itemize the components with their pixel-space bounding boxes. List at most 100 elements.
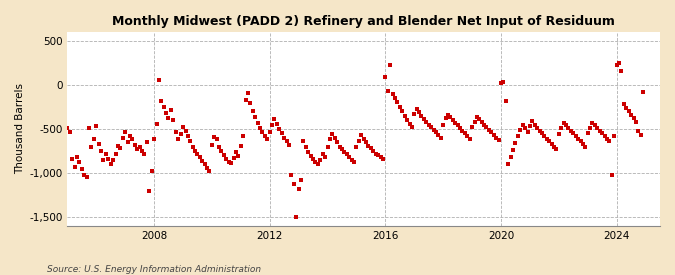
Point: [221, 157, 232, 161]
Point: [524, 124, 535, 128]
Point: [558, 120, 569, 125]
Point: [119, 129, 130, 134]
Point: [387, 92, 398, 96]
Point: [96, 149, 107, 153]
Point: [508, 148, 518, 152]
Point: [209, 135, 220, 139]
Point: [211, 137, 222, 142]
Point: [197, 158, 208, 163]
Point: [74, 160, 85, 165]
Point: [315, 158, 326, 162]
Point: [305, 154, 316, 158]
Point: [520, 126, 531, 130]
Point: [303, 150, 314, 154]
Point: [394, 105, 405, 109]
Point: [358, 136, 369, 141]
Point: [88, 136, 99, 141]
Point: [187, 144, 198, 149]
Point: [298, 139, 308, 144]
Point: [291, 215, 302, 219]
Point: [561, 123, 572, 128]
Point: [245, 101, 256, 106]
Title: Monthly Midwest (PADD 2) Refinery and Blender Net Input of Residuum: Monthly Midwest (PADD 2) Refinery and Bl…: [112, 15, 615, 28]
Point: [438, 122, 449, 127]
Y-axis label: Thousand Barrels: Thousand Barrels: [15, 83, 25, 174]
Point: [633, 128, 644, 133]
Point: [204, 169, 215, 174]
Point: [469, 120, 480, 124]
Point: [397, 109, 408, 114]
Point: [153, 78, 164, 82]
Point: [412, 106, 423, 111]
Point: [416, 114, 427, 118]
Point: [635, 133, 646, 137]
Point: [537, 131, 547, 136]
Point: [638, 90, 649, 94]
Point: [597, 131, 608, 136]
Point: [503, 162, 514, 166]
Point: [86, 144, 97, 149]
Point: [199, 162, 210, 166]
Point: [182, 134, 193, 138]
Point: [310, 159, 321, 164]
Point: [279, 136, 290, 140]
Point: [223, 159, 234, 164]
Point: [433, 133, 444, 137]
Point: [498, 80, 509, 84]
Point: [568, 131, 578, 136]
Point: [481, 125, 492, 129]
Point: [585, 126, 595, 130]
Point: [219, 153, 230, 158]
Point: [445, 115, 456, 120]
Point: [337, 147, 348, 152]
Point: [194, 155, 205, 159]
Point: [406, 125, 417, 129]
Point: [488, 133, 499, 137]
Point: [250, 115, 261, 120]
Point: [595, 128, 605, 133]
Point: [563, 126, 574, 130]
Point: [288, 182, 299, 186]
Point: [479, 122, 489, 127]
Point: [176, 132, 186, 136]
Point: [541, 136, 552, 141]
Point: [460, 131, 470, 136]
Point: [334, 144, 345, 149]
Point: [505, 155, 516, 159]
Point: [286, 172, 297, 177]
Point: [165, 108, 176, 112]
Point: [566, 128, 576, 133]
Point: [180, 128, 191, 133]
Point: [271, 122, 282, 126]
Point: [257, 130, 268, 135]
Point: [115, 146, 126, 150]
Point: [281, 139, 292, 144]
Point: [539, 134, 549, 138]
Point: [522, 129, 533, 134]
Point: [64, 130, 75, 134]
Point: [98, 158, 109, 162]
Point: [464, 136, 475, 141]
Point: [225, 161, 236, 166]
Point: [110, 152, 121, 156]
Point: [265, 129, 275, 134]
Point: [404, 122, 415, 126]
Point: [462, 134, 472, 138]
Point: [79, 172, 90, 177]
Point: [139, 152, 150, 156]
Point: [385, 62, 396, 67]
Point: [371, 152, 381, 156]
Point: [320, 155, 331, 159]
Point: [616, 68, 627, 73]
Point: [583, 131, 593, 136]
Point: [236, 144, 246, 148]
Point: [349, 160, 360, 165]
Point: [517, 122, 528, 127]
Point: [190, 149, 200, 153]
Point: [532, 126, 543, 130]
Point: [156, 98, 167, 103]
Point: [267, 123, 277, 128]
Point: [474, 117, 485, 122]
Point: [443, 112, 454, 117]
Point: [339, 150, 350, 154]
